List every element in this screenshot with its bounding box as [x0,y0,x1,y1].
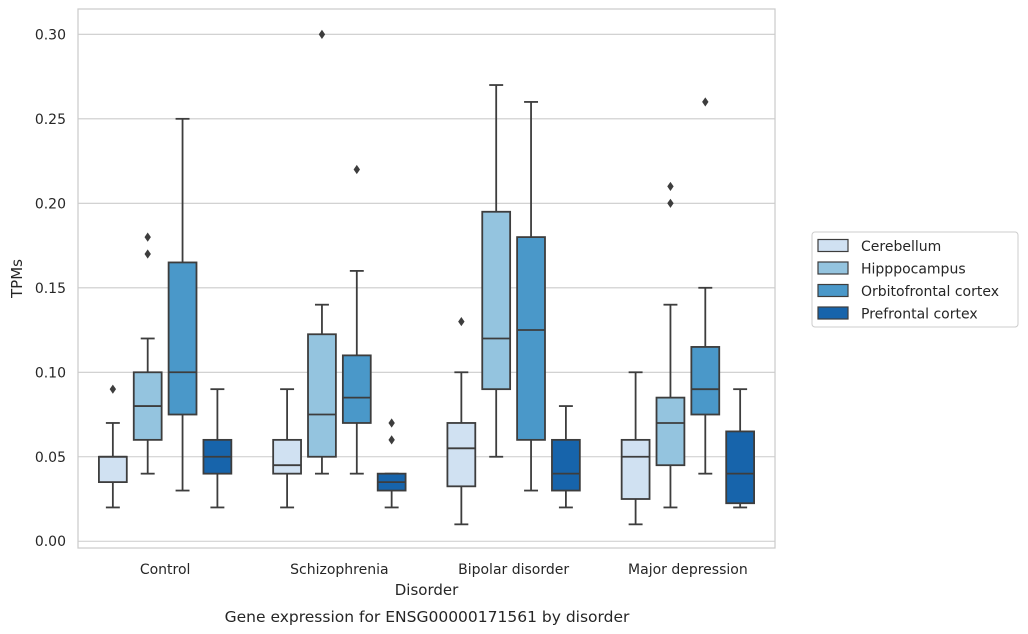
legend-label: Orbitofrontal cortex [861,284,999,300]
legend-label: Cerebellum [861,239,941,255]
y-tick-label: 0.25 [35,112,66,128]
x-axis-ticks: Control Schizophrenia Bipolar disorder Majo… [140,562,748,578]
plot-frame [77,8,776,549]
y-tick-label: 0.00 [35,534,66,550]
legend-swatch [817,306,849,320]
iqr-box [341,354,372,424]
iqr-box [481,210,512,391]
box-plot-marks [98,29,755,526]
iqr-box [446,422,477,488]
outlier-point [144,249,151,259]
box-orbitofrontal-cortex [690,97,721,475]
box-prefrontal-cortex [376,418,407,509]
legend-label: Hipppocampus [861,262,966,278]
legend-items: Cerebellum Hipppocampus Orbitofrontal cort… [817,238,999,323]
x-axis-label: Disorder [395,581,459,599]
box-orbitofrontal-cortex [167,117,198,492]
legend: Cerebellum Hipppocampus Orbitofrontal cort… [811,231,1019,328]
y-tick-label: 0.30 [35,27,66,43]
outlier-point [144,232,151,242]
outlier-point [458,316,465,327]
y-tick-label: 0.10 [35,365,66,381]
iqr-box [620,438,651,500]
box-hipppocampus [307,29,337,475]
outlier-point [388,418,395,428]
outlier-point [109,384,117,394]
box-hipppocampus [481,84,512,458]
box-hipppocampus [132,232,163,475]
outlier-point [667,181,674,192]
legend-swatch [817,238,849,253]
iqr-box [307,333,337,458]
box-prefrontal-cortex [725,388,755,509]
iqr-box [725,430,755,505]
box-cerebellum [272,388,302,509]
box-hipppocampus [655,181,686,509]
box-cerebellum [98,384,128,509]
box-cerebellum [620,371,651,526]
outlier-point [388,435,395,445]
box-prefrontal-cortex [551,405,581,509]
outlier-point [353,164,360,175]
y-tick-label: 0.05 [35,450,66,466]
y-tick-label: 0.20 [35,196,66,212]
y-tick-label: 0.15 [35,281,66,297]
iqr-box [655,396,686,467]
box-cerebellum [446,316,477,526]
box-orbitofrontal-cortex [341,164,372,475]
x-tick-label: Bipolar disorder [458,562,569,578]
iqr-box [272,438,302,475]
y-axis-label: TPMs [8,259,26,299]
iqr-box [551,438,581,492]
y-axis-ticks: 0.00 0.05 0.10 0.15 0.20 0.25 0.30 [35,27,66,550]
box-prefrontal-cortex [202,388,233,509]
iqr-box [690,346,721,416]
iqr-box [98,455,128,484]
legend-label: Prefrontal cortex [861,307,978,323]
outlier-point [318,29,326,39]
chart-caption: Gene expression for ENSG00000171561 by d… [225,608,630,626]
legend-frame [811,231,1019,328]
x-tick-label: Control [140,562,191,578]
outlier-point [702,97,709,107]
x-tick-label: Major depression [628,562,748,578]
outlier-point [667,198,674,208]
iqr-box [516,236,546,441]
iqr-box [167,261,198,416]
legend-swatch [817,283,849,298]
legend-swatch [817,261,849,275]
box-orbitofrontal-cortex [516,101,546,492]
x-tick-label: Schizophrenia [290,562,388,578]
